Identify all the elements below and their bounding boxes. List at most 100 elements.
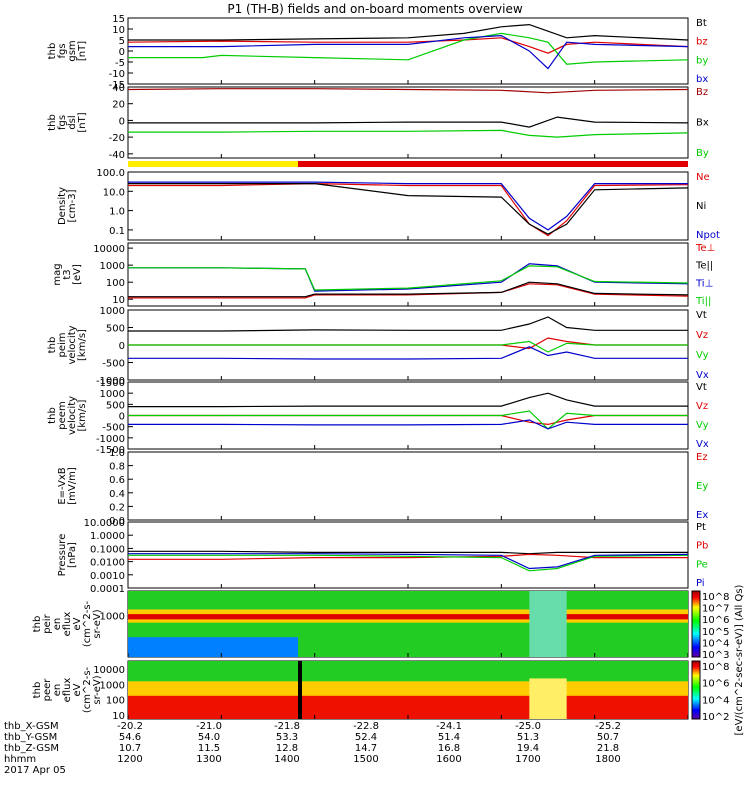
panel-moments_temp-ytick-label: 1000 <box>100 261 125 272</box>
panel-peer_en_eflux-colorbar-label: 10^2 <box>702 712 729 723</box>
panel-peir_en_eflux-ylabel: eV <box>72 617 83 630</box>
panel-efield-legend-Ez: Ez <box>696 452 708 463</box>
ephemeris-value: -25.0 <box>515 721 541 732</box>
ephemeris-name: hhmm <box>4 754 37 765</box>
panel-peim_velocity-series-Vz <box>128 337 688 350</box>
panel-peir_en_eflux-ylabel: thb <box>32 616 43 633</box>
panel-peer_en_eflux-colorbar-label: 10^6 <box>702 679 729 690</box>
panel-fgs_gsm-ytick-label: -5 <box>115 58 125 69</box>
panel-peer_en_eflux-ylabel: sr-eV) <box>92 675 103 704</box>
panel-pressure-series-Pi <box>128 553 689 570</box>
ephemeris-table: thb_X-GSM -20.2 -21.0 -21.8 -22.8 -24.1 -25.0 -… <box>4 721 748 799</box>
panel-density-legend-Ne: Ne <box>696 172 710 183</box>
panel-moments_temp-series-Te|| <box>128 281 689 298</box>
panel-peem_velocity-ytick-label: 500 <box>106 400 125 411</box>
panel-pressure-series-Pt <box>128 550 688 555</box>
ephemeris-value: 21.8 <box>596 743 620 754</box>
panel-density-ytick-label: 0.1 <box>109 226 125 237</box>
ephemeris-value: 1700 <box>515 754 541 765</box>
panel-peer_en_eflux-ylabel: eflux <box>62 678 73 703</box>
panel-fgs_gsm-ylabel: thb <box>47 43 58 60</box>
panel-fgs_dsl-legend-Bx: Bx <box>696 118 709 129</box>
panel-fgs_gsm-ylabel: [nT] <box>77 41 88 61</box>
panel-efield-ytick-label: 0.2 <box>109 502 125 513</box>
ephemeris-value: 1600 <box>436 754 462 765</box>
panel-peim_velocity-ylabel: velocity <box>67 325 78 364</box>
panel-efield-ytick-label: 0.6 <box>109 475 125 486</box>
panel-density-ylabel: Density <box>57 187 68 225</box>
panel-efield-ylabel: E=-VxB <box>57 467 68 504</box>
panel-moments_temp-series-Ti|| <box>128 265 689 291</box>
panel-peir_en_eflux-ylabel: en <box>52 618 63 631</box>
panel-peem_velocity-ylabel: [km/s] <box>77 399 88 431</box>
panel-density-ytick-label: 10.0 <box>103 187 125 198</box>
ephemeris-value: 1500 <box>353 754 379 765</box>
panel-pressure-ytick-label: 1.0000 <box>90 531 125 542</box>
panel-fgs_dsl-series-Bz <box>127 88 689 94</box>
panel-efield-legend-Ey: Ey <box>696 481 708 492</box>
panel-peir_en_eflux-colorbar-label: 10^3 <box>702 650 729 661</box>
panel-peir_en_eflux-colorbar-label: 10^8 <box>702 592 729 603</box>
panel-peem_velocity-ytick-label: -1000 <box>96 434 125 445</box>
panel-efield-ytick-label: 1.0 <box>109 448 125 459</box>
panel-efield-ylabel: [mV/m] <box>67 467 78 505</box>
panel-peer_en_eflux-ytick-label: 100 <box>106 696 125 707</box>
panel-moments_temp-ylabel: [eV] <box>72 264 83 285</box>
panel-peim_velocity-series-Vx <box>128 346 688 360</box>
panel-fgs_gsm-series-bz <box>127 37 689 54</box>
panel-peem_velocity-ytick-label: -500 <box>102 423 125 434</box>
panel-peem_velocity-ytick-label: 1500 <box>100 378 125 389</box>
panel-fgs_dsl-legend-Bz: Bz <box>696 87 708 98</box>
panel-efield-legend-Ex: Ex <box>696 510 708 521</box>
panel-pressure-ylabel: Pressure <box>57 534 68 577</box>
panel-pressure-ytick-label: 0.1000 <box>90 544 125 555</box>
panel-fgs_dsl-ytick-label: -40 <box>109 150 125 161</box>
panel-peer_en_eflux-ylabel: peer <box>42 678 53 702</box>
panel-peer_en_eflux-ylabel: (cm^2-s- <box>82 666 93 713</box>
ephemeris-value: -22.8 <box>353 721 379 732</box>
panel-peim_velocity-legend-Vy: Vy <box>696 350 709 361</box>
panel-peer_en_eflux-ytick-label: 1000 <box>100 680 125 691</box>
panel-peer_en_eflux-ylabel: thb <box>32 682 43 699</box>
panel-fgs_gsm-legend-Bt: Bt <box>696 18 707 29</box>
ephemeris-value: 50.7 <box>596 732 620 743</box>
panel-density-legend-Ni: Ni <box>696 201 706 212</box>
panel-fgs_gsm-ytick-label: 10 <box>112 25 125 36</box>
panel-efield-ytick-label: 0.0 <box>109 516 125 527</box>
panel-peem_velocity-series-Vy <box>128 410 688 430</box>
ephemeris-value: 1300 <box>196 754 222 765</box>
ephemeris-value: -21.8 <box>274 721 300 732</box>
panel-pressure-legend-Pe: Pe <box>696 559 708 570</box>
panel-peim_velocity-series-Vy <box>128 340 688 353</box>
panel-fgs_dsl-ylabel: dsl <box>67 115 78 129</box>
panel-peem_velocity-ytick-label: 0 <box>119 412 125 423</box>
panel-pressure-ytick-label: 0.0001 <box>90 584 125 595</box>
panel-fgs_dsl-ytick-label: -20 <box>109 133 125 144</box>
ephemeris-value: -25.2 <box>595 721 621 732</box>
panel-moments_temp-legend-Ti||: Ti|| <box>695 296 711 307</box>
panel-peem_velocity-ylabel: thb <box>47 407 58 424</box>
panel-moments_temp-ytick-label: 100 <box>106 278 125 289</box>
panel-peim_velocity-ytick-label: 500 <box>106 324 125 335</box>
panel-moments_temp-ylabel: mag <box>52 263 63 285</box>
panel-fgs_gsm-ylabel: gsm <box>67 40 78 61</box>
panel-peem_velocity-series-Vz <box>128 414 688 426</box>
panel-fgs_gsm-ytick-label: 5 <box>119 36 125 47</box>
panel-peir_en_eflux-colorbar-label: 10^4 <box>702 638 729 649</box>
panel-density-legend-Npot: Npot <box>696 230 720 241</box>
panel-fgs_gsm-ytick-label: 0 <box>119 47 125 58</box>
panel-fgs_gsm-ytick-label: -10 <box>109 69 125 80</box>
panel-pressure-legend-Pi: Pi <box>696 578 705 589</box>
panel-peir_en_eflux-colorbar-label: 10^5 <box>702 627 729 638</box>
ephemeris-value: 14.7 <box>354 743 378 754</box>
panel-moments_temp-ytick-label: 10 <box>112 295 125 306</box>
panel-peir_en_eflux-ylabel: peir <box>42 613 53 633</box>
ephemeris-value: 54.6 <box>118 732 142 743</box>
panel-peir_en_eflux-gap <box>529 591 567 657</box>
panel-peir_en_eflux-colorbar-label: 10^7 <box>702 604 729 615</box>
panel-peem_velocity-ytick-label: -1500 <box>96 445 125 456</box>
panel-fgs_dsl-ytick-label: 40 <box>112 83 125 94</box>
panel-fgs_dsl-series-By <box>128 129 689 138</box>
panel-peer_en_eflux-ytick-label: 10000 <box>93 665 125 676</box>
panel-pressure-series-Pb <box>128 553 688 560</box>
